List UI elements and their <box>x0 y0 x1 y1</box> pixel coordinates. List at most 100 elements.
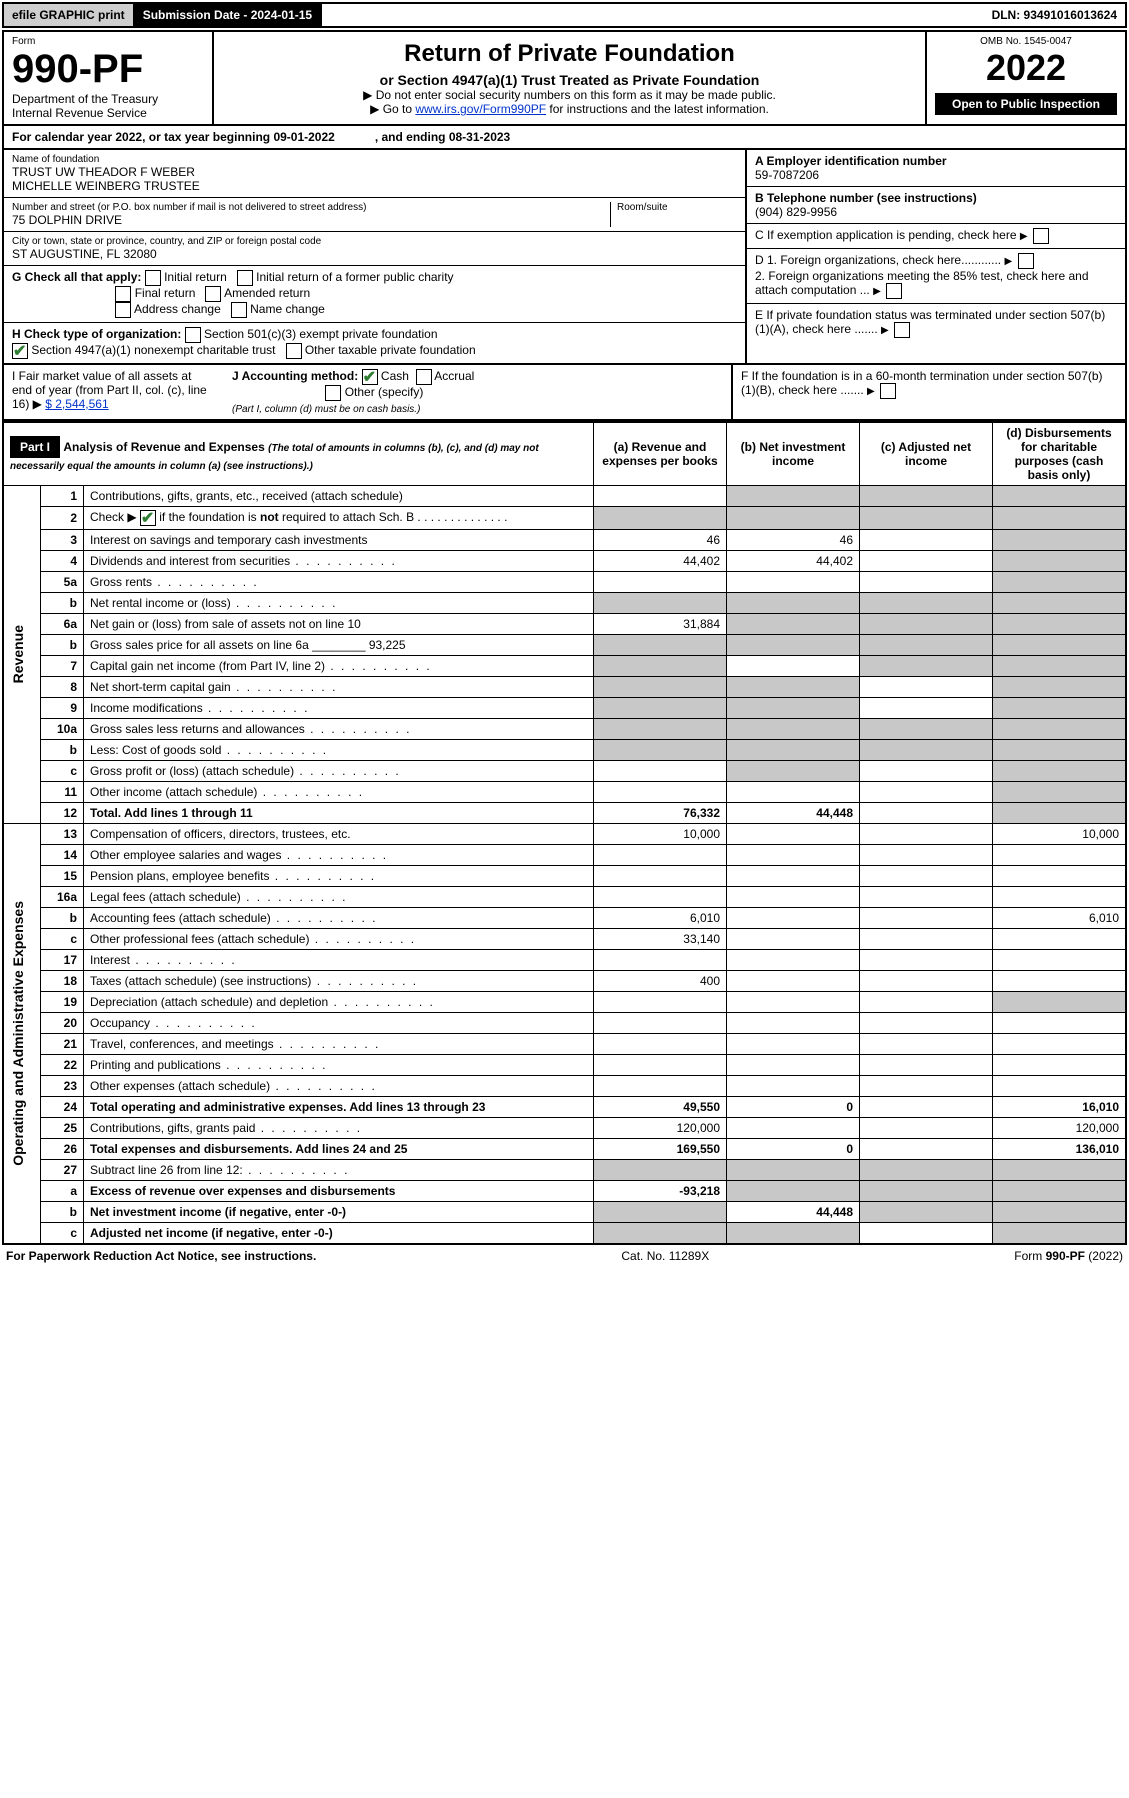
opt-name: Name change <box>250 302 325 316</box>
cell-a <box>594 593 727 614</box>
cell-c <box>860 656 993 677</box>
chk-e[interactable] <box>894 322 910 338</box>
cell-d <box>993 887 1127 908</box>
cell-b <box>727 950 860 971</box>
row-desc: Gross sales price for all assets on line… <box>84 635 594 656</box>
chk-d2[interactable] <box>886 283 902 299</box>
row-number: 21 <box>41 1034 84 1055</box>
address-cell: Number and street (or P.O. box number if… <box>4 198 745 232</box>
cell-b: 0 <box>727 1139 860 1160</box>
cell-b <box>727 572 860 593</box>
chk-accrual[interactable] <box>416 369 432 385</box>
cell-b <box>727 866 860 887</box>
table-row: 26Total expenses and disbursements. Add … <box>3 1139 1126 1160</box>
cell-d <box>993 1223 1127 1245</box>
i-value[interactable]: $ 2,544,561 <box>45 397 108 411</box>
opt-other-tax: Other taxable private foundation <box>305 343 476 357</box>
row-desc: Compensation of officers, directors, tru… <box>84 824 594 845</box>
row-desc: Contributions, gifts, grants paid <box>84 1118 594 1139</box>
c-cell: C If exemption application is pending, c… <box>747 224 1125 249</box>
efile-print-button[interactable]: efile GRAPHIC print <box>4 4 135 26</box>
cell-c <box>860 1034 993 1055</box>
col-d: (d) Disbursements for charitable purpose… <box>993 422 1127 486</box>
row-desc: Net gain or (loss) from sale of assets n… <box>84 614 594 635</box>
year-box: OMB No. 1545-0047 2022 Open to Public In… <box>925 32 1125 124</box>
row-number: 25 <box>41 1118 84 1139</box>
cell-a: -93,218 <box>594 1181 727 1202</box>
chk-501c3[interactable] <box>185 327 201 343</box>
chk-other-tax[interactable] <box>286 343 302 359</box>
cell-d <box>993 929 1127 950</box>
row-number: 23 <box>41 1076 84 1097</box>
ein-cell: A Employer identification number 59-7087… <box>747 150 1125 187</box>
chk-f[interactable] <box>880 383 896 399</box>
cell-d <box>993 782 1127 803</box>
d1-text: D 1. Foreign organizations, check here..… <box>755 253 1001 267</box>
row-desc: Travel, conferences, and meetings <box>84 1034 594 1055</box>
row-desc: Taxes (attach schedule) (see instruction… <box>84 971 594 992</box>
note-post: for instructions and the latest informat… <box>549 102 768 116</box>
row-number: b <box>41 740 84 761</box>
chk-amended[interactable] <box>205 286 221 302</box>
cell-b <box>727 971 860 992</box>
cell-a <box>594 635 727 656</box>
row-desc: Less: Cost of goods sold <box>84 740 594 761</box>
cell-c <box>860 486 993 507</box>
cell-a <box>594 1055 727 1076</box>
footer-mid: Cat. No. 11289X <box>621 1249 709 1263</box>
cell-b <box>727 887 860 908</box>
e-cell: E If private foundation status was termi… <box>747 304 1125 342</box>
cell-d <box>993 677 1127 698</box>
top-bar: efile GRAPHIC print Submission Date - 20… <box>2 2 1127 28</box>
irs-link[interactable]: www.irs.gov/Form990PF <box>415 102 546 116</box>
part1-heading: Analysis of Revenue and Expenses <box>63 440 264 454</box>
chk-initial-public[interactable] <box>237 270 253 286</box>
row-desc: Dividends and interest from securities <box>84 551 594 572</box>
cell-a <box>594 740 727 761</box>
tax-year: 2022 <box>935 47 1117 89</box>
cell-b: 44,402 <box>727 551 860 572</box>
chk-final[interactable] <box>115 286 131 302</box>
note-goto: ▶ Go to www.irs.gov/Form990PF for instru… <box>222 102 917 116</box>
cell-a: 10,000 <box>594 824 727 845</box>
cell-b <box>727 1223 860 1245</box>
chk-c[interactable] <box>1033 228 1049 244</box>
table-row: 23Other expenses (attach schedule) <box>3 1076 1126 1097</box>
chk-cash[interactable] <box>362 369 378 385</box>
row-number: 9 <box>41 698 84 719</box>
tel-cell: B Telephone number (see instructions) (9… <box>747 187 1125 224</box>
city-cell: City or town, state or province, country… <box>4 232 745 266</box>
chk-initial[interactable] <box>145 270 161 286</box>
table-row: 12Total. Add lines 1 through 1176,33244,… <box>3 803 1126 824</box>
chk-schb[interactable] <box>140 510 156 526</box>
chk-address[interactable] <box>115 302 131 318</box>
note-pre: ▶ Go to <box>370 102 415 116</box>
row-desc: Net investment income (if negative, ente… <box>84 1202 594 1223</box>
cell-c <box>860 551 993 572</box>
cell-c <box>860 1181 993 1202</box>
row-number: 18 <box>41 971 84 992</box>
row-desc: Printing and publications <box>84 1055 594 1076</box>
cell-c <box>860 677 993 698</box>
cell-d <box>993 1076 1127 1097</box>
form-title: Return of Private Foundation <box>222 40 917 68</box>
chk-name[interactable] <box>231 302 247 318</box>
cell-d <box>993 635 1127 656</box>
cell-c <box>860 1097 993 1118</box>
opt-final: Final return <box>135 286 196 300</box>
chk-other-acct[interactable] <box>325 385 341 401</box>
row-number: c <box>41 761 84 782</box>
row-desc: Legal fees (attach schedule) <box>84 887 594 908</box>
row-desc: Total. Add lines 1 through 11 <box>84 803 594 824</box>
chk-4947[interactable] <box>12 343 28 359</box>
cell-a <box>594 1034 727 1055</box>
cell-d <box>993 551 1127 572</box>
ein-label: A Employer identification number <box>755 154 947 168</box>
cell-b <box>727 1076 860 1097</box>
chk-d1[interactable] <box>1018 253 1034 269</box>
table-row: 9Income modifications <box>3 698 1126 719</box>
cell-d <box>993 656 1127 677</box>
h-row: H Check type of organization: Section 50… <box>4 323 745 363</box>
table-row: 27Subtract line 26 from line 12: <box>3 1160 1126 1181</box>
cell-d <box>993 572 1127 593</box>
